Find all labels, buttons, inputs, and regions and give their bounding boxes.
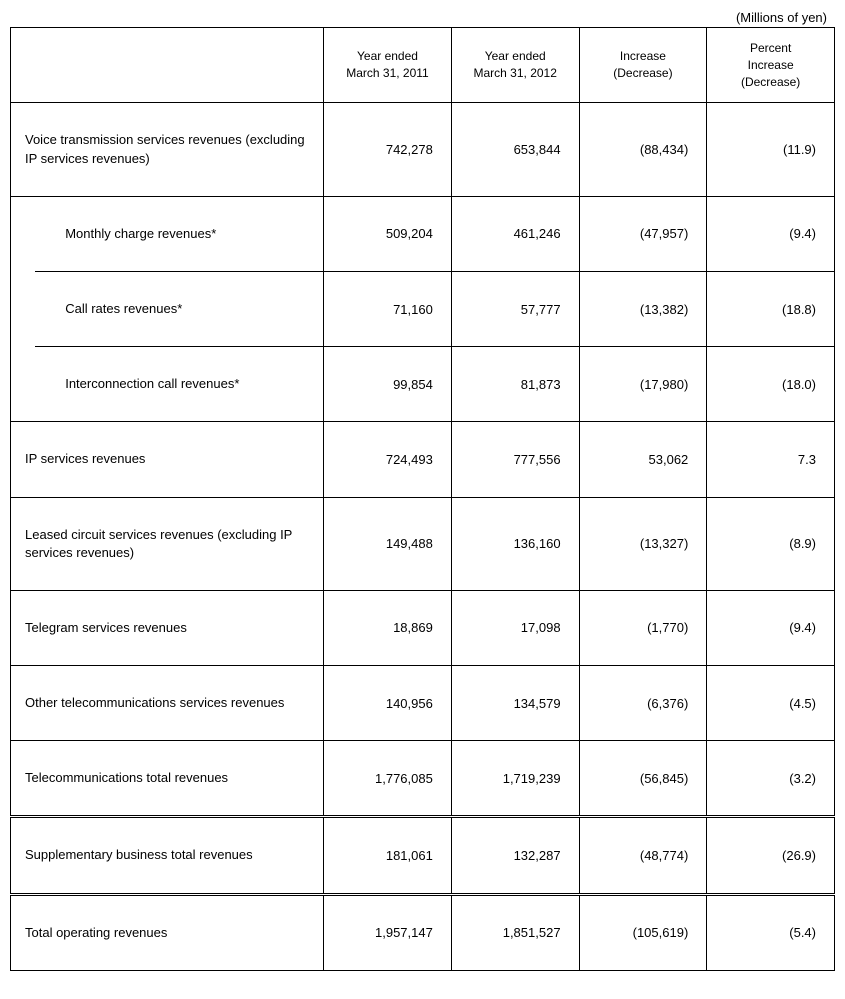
cell-value: 136,160 bbox=[451, 497, 579, 590]
row-label: Telegram services revenues bbox=[11, 590, 324, 665]
row-label: Voice transmission services revenues (ex… bbox=[11, 103, 324, 196]
cell-value: 181,061 bbox=[324, 817, 452, 894]
cell-value: (9.4) bbox=[707, 590, 835, 665]
cell-value: (1,770) bbox=[579, 590, 707, 665]
cell-value: 134,579 bbox=[451, 666, 579, 741]
cell-value: (6,376) bbox=[579, 666, 707, 741]
row-label: Other telecommunications services revenu… bbox=[11, 666, 324, 741]
cell-value: (11.9) bbox=[707, 103, 835, 196]
cell-value: (3.2) bbox=[707, 741, 835, 817]
cell-value: 7.3 bbox=[707, 422, 835, 497]
cell-value: (4.5) bbox=[707, 666, 835, 741]
cell-value: 461,246 bbox=[451, 196, 579, 271]
cell-value: 71,160 bbox=[324, 271, 452, 346]
cell-value: 18,869 bbox=[324, 590, 452, 665]
cell-value: 742,278 bbox=[324, 103, 452, 196]
row-label: Monthly charge revenues* bbox=[35, 196, 323, 271]
table-row: Supplementary business total revenues 18… bbox=[11, 817, 835, 894]
cell-value: (17,980) bbox=[579, 347, 707, 422]
col-header-2012: Year endedMarch 31, 2012 bbox=[451, 28, 579, 103]
cell-value: (9.4) bbox=[707, 196, 835, 271]
table-row: Call rates revenues* 71,160 57,777 (13,3… bbox=[11, 271, 835, 346]
cell-value: (18.0) bbox=[707, 347, 835, 422]
table-row: Telegram services revenues 18,869 17,098… bbox=[11, 590, 835, 665]
cell-value: 1,776,085 bbox=[324, 741, 452, 817]
cell-value: (18.8) bbox=[707, 271, 835, 346]
cell-value: (8.9) bbox=[707, 497, 835, 590]
indent-spacer bbox=[11, 196, 36, 271]
table-row: Leased circuit services revenues (exclud… bbox=[11, 497, 835, 590]
cell-value: 509,204 bbox=[324, 196, 452, 271]
cell-value: (26.9) bbox=[707, 817, 835, 894]
cell-value: 1,957,147 bbox=[324, 894, 452, 970]
row-label: Leased circuit services revenues (exclud… bbox=[11, 497, 324, 590]
cell-value: (105,619) bbox=[579, 894, 707, 970]
table-row: Telecommunications total revenues 1,776,… bbox=[11, 741, 835, 817]
cell-value: 777,556 bbox=[451, 422, 579, 497]
table-row: Monthly charge revenues* 509,204 461,246… bbox=[11, 196, 835, 271]
unit-label: (Millions of yen) bbox=[10, 10, 835, 25]
indent-spacer bbox=[11, 271, 36, 346]
cell-value: 132,287 bbox=[451, 817, 579, 894]
col-header-increase: Increase(Decrease) bbox=[579, 28, 707, 103]
row-label: Interconnection call revenues* bbox=[35, 347, 323, 422]
table-row: Other telecommunications services revenu… bbox=[11, 666, 835, 741]
cell-value: (5.4) bbox=[707, 894, 835, 970]
cell-value: 17,098 bbox=[451, 590, 579, 665]
row-label: IP services revenues bbox=[11, 422, 324, 497]
table-row: IP services revenues 724,493 777,556 53,… bbox=[11, 422, 835, 497]
cell-value: (13,382) bbox=[579, 271, 707, 346]
cell-value: 57,777 bbox=[451, 271, 579, 346]
cell-value: (47,957) bbox=[579, 196, 707, 271]
col-header-2011: Year endedMarch 31, 2011 bbox=[324, 28, 452, 103]
col-header-percent: PercentIncrease(Decrease) bbox=[707, 28, 835, 103]
cell-value: (13,327) bbox=[579, 497, 707, 590]
cell-value: 149,488 bbox=[324, 497, 452, 590]
row-label: Call rates revenues* bbox=[35, 271, 323, 346]
table-row: Interconnection call revenues* 99,854 81… bbox=[11, 347, 835, 422]
cell-value: 81,873 bbox=[451, 347, 579, 422]
cell-value: 53,062 bbox=[579, 422, 707, 497]
cell-value: 653,844 bbox=[451, 103, 579, 196]
cell-value: 1,719,239 bbox=[451, 741, 579, 817]
row-label: Supplementary business total revenues bbox=[11, 817, 324, 894]
header-blank bbox=[11, 28, 324, 103]
cell-value: 1,851,527 bbox=[451, 894, 579, 970]
indent-spacer bbox=[11, 347, 36, 422]
cell-value: (56,845) bbox=[579, 741, 707, 817]
cell-value: (88,434) bbox=[579, 103, 707, 196]
table-row: Voice transmission services revenues (ex… bbox=[11, 103, 835, 196]
cell-value: 140,956 bbox=[324, 666, 452, 741]
cell-value: (48,774) bbox=[579, 817, 707, 894]
row-label: Total operating revenues bbox=[11, 894, 324, 970]
table-header-row: Year endedMarch 31, 2011 Year endedMarch… bbox=[11, 28, 835, 103]
revenues-table: Year endedMarch 31, 2011 Year endedMarch… bbox=[10, 27, 835, 971]
row-label: Telecommunications total revenues bbox=[11, 741, 324, 817]
cell-value: 724,493 bbox=[324, 422, 452, 497]
cell-value: 99,854 bbox=[324, 347, 452, 422]
table-row: Total operating revenues 1,957,147 1,851… bbox=[11, 894, 835, 970]
